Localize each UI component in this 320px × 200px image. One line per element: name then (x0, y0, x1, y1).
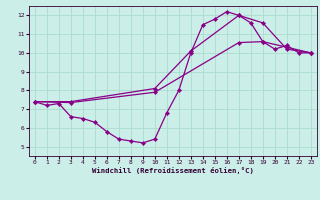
X-axis label: Windchill (Refroidissement éolien,°C): Windchill (Refroidissement éolien,°C) (92, 167, 254, 174)
